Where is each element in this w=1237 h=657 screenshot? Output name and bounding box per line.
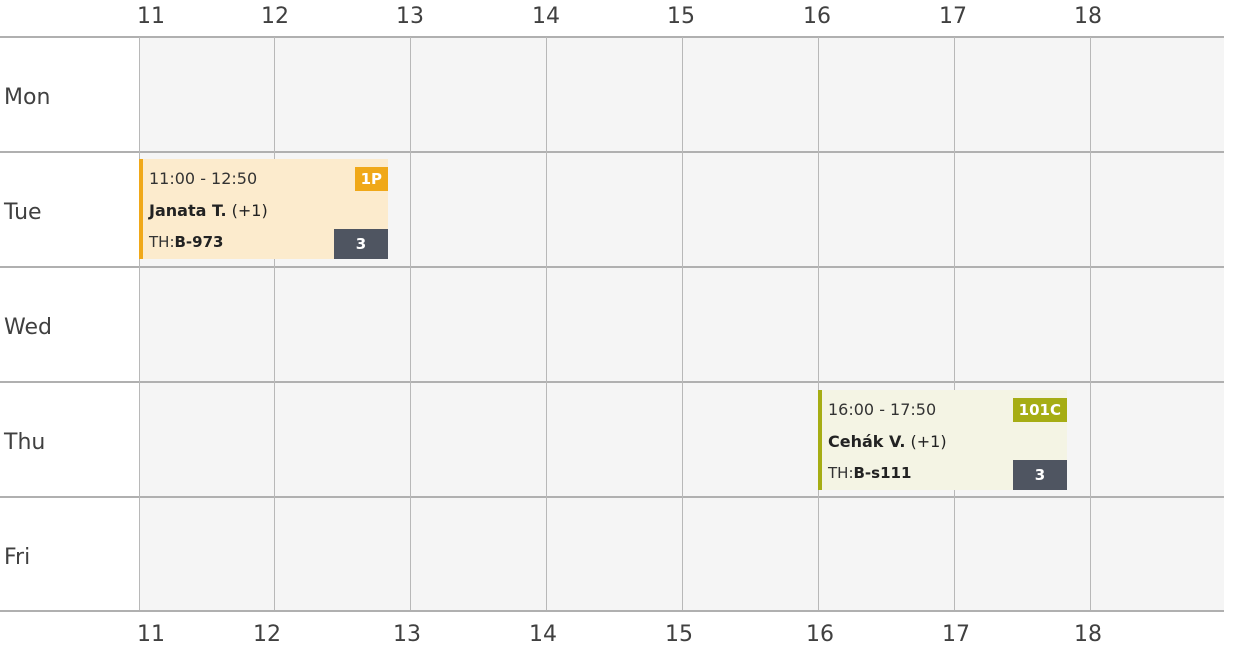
- hour-label-bottom: 18: [1074, 622, 1102, 647]
- hour-gridline: [1090, 37, 1091, 610]
- row-divider: [0, 36, 1224, 38]
- hour-gridline: [954, 37, 955, 610]
- room-prefix: TH:: [149, 233, 175, 251]
- hour-label-top: 13: [396, 4, 424, 29]
- day-label-thu: Thu: [4, 430, 46, 455]
- teacher-extra: (+1): [910, 432, 947, 451]
- row-divider: [0, 496, 1224, 498]
- event-card[interactable]: 16:00 - 17:50 101C Cehák V. (+1) TH:B-s1…: [818, 390, 1067, 490]
- room-code: B-s111: [853, 464, 912, 482]
- event-time: 16:00 - 17:50: [828, 400, 937, 419]
- row-divider: [0, 266, 1224, 268]
- day-label-fri: Fri: [4, 545, 31, 570]
- hour-label-bottom: 14: [529, 622, 557, 647]
- event-room: TH:B-s111: [828, 464, 911, 482]
- row-divider: [0, 151, 1224, 153]
- row-divider: [0, 610, 1224, 612]
- hour-label-top: 11: [137, 4, 165, 29]
- hour-gridline: [818, 37, 819, 610]
- hour-label-bottom: 11: [137, 622, 165, 647]
- hour-gridline: [546, 37, 547, 610]
- hour-label-top: 16: [803, 4, 831, 29]
- hour-label-bottom: 17: [942, 622, 970, 647]
- day-label-mon: Mon: [4, 85, 51, 110]
- event-tag: 101C: [1012, 398, 1067, 422]
- hour-gridline: [682, 37, 683, 610]
- row-divider: [0, 381, 1224, 383]
- day-label-wed: Wed: [4, 315, 52, 340]
- room-code: B-973: [174, 233, 224, 251]
- event-card[interactable]: 11:00 - 12:50 1P Janata T. (+1) TH:B-973…: [139, 159, 388, 259]
- event-teacher: Janata T. (+1): [149, 201, 268, 220]
- hour-label-top: 15: [667, 4, 695, 29]
- hour-gridline: [139, 37, 140, 610]
- hour-label-bottom: 13: [393, 622, 421, 647]
- hour-label-bottom: 12: [253, 622, 281, 647]
- hour-label-top: 18: [1074, 4, 1102, 29]
- event-count-badge: 3: [1013, 460, 1067, 490]
- day-label-tue: Tue: [4, 200, 42, 225]
- teacher-extra: (+1): [231, 201, 268, 220]
- room-prefix: TH:: [828, 464, 854, 482]
- hour-label-bottom: 16: [806, 622, 834, 647]
- event-time: 11:00 - 12:50: [149, 169, 258, 188]
- hour-gridline: [274, 37, 275, 610]
- hour-label-top: 14: [532, 4, 560, 29]
- teacher-name: Cehák V.: [828, 432, 906, 451]
- timetable-grid: [139, 37, 1224, 610]
- event-count-badge: 3: [334, 229, 388, 259]
- teacher-name: Janata T.: [149, 201, 227, 220]
- event-room: TH:B-973: [149, 233, 223, 251]
- hour-gridline: [410, 37, 411, 610]
- event-teacher: Cehák V. (+1): [828, 432, 947, 451]
- hour-label-bottom: 15: [665, 622, 693, 647]
- event-tag: 1P: [354, 167, 388, 191]
- hour-label-top: 12: [261, 4, 289, 29]
- hour-label-top: 17: [939, 4, 967, 29]
